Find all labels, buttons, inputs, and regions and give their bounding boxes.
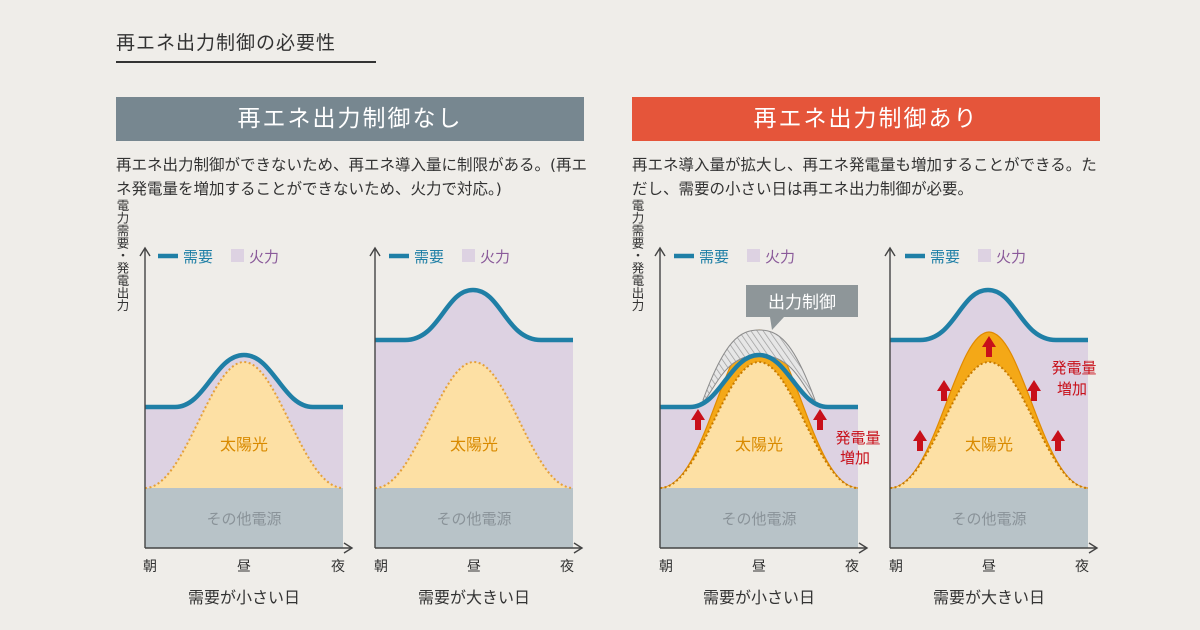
page-title: 再エネ出力制御の必要性 [116,32,337,54]
title-underline [116,61,376,63]
demand-curve [660,352,858,410]
banner-without-curtailment: 再エネ出力制御なし [116,97,584,141]
legend-thermal-label: 火力 [996,248,1026,266]
up-arrow-icon [813,409,827,430]
x-tick-morning: 朝 [374,559,388,575]
legend-thermal-label: 火力 [249,248,279,266]
solar-increase-outline [889,331,1089,489]
curtailment-callout-box [746,285,858,317]
y-axis-arrow [369,246,381,257]
y-axis-arrow [884,246,896,257]
increase-label-line2: 増加 [840,449,870,467]
other-sources-area [375,488,573,548]
x-tick-night: 夜 [331,559,345,575]
demand-curve [145,352,343,410]
solar-label: 太陽光 [450,435,498,454]
up-arrow-icon [1051,430,1065,451]
solar-area [145,362,343,488]
other-sources-area [145,488,343,548]
x-tick-noon: 昼 [467,559,481,575]
legend-thermal-swatch [747,249,760,262]
x-tick-morning: 朝 [143,559,157,575]
description-without-curtailment: 再エネ出力制御ができないため、再エネ導入量に制限がある。(再エネ発電量を増加する… [116,156,588,198]
x-tick-morning: 朝 [659,559,673,575]
curtailment-area [702,329,816,402]
x-tick-noon: 昼 [982,559,996,575]
increase-arrows [691,409,827,430]
chart-caption: 需要が大きい日 [418,588,530,607]
solar-outline [889,360,1089,489]
chart-2: 需要 火力 太陽光 その他電源 朝 昼 夜 需要が大きい日 [369,246,584,607]
solar-outline [144,360,344,489]
legend-demand-label: 需要 [414,248,444,266]
chart-4: 発電量 増加 需要 火力 太陽光 その他電源 朝 昼 夜 需要が大きい日 [884,246,1099,607]
legend-thermal-label: 火力 [480,248,510,266]
up-arrow-icon [1027,380,1041,401]
other-sources-area [660,488,858,548]
y-axis-arrow [139,246,151,257]
up-arrow-icon [937,380,951,401]
curtailment-callout-pointer [770,317,784,330]
chart-1: 需要 火力 太陽光 その他電源 朝 昼 夜 需要が小さい日 電力需要・発電出力 [115,199,354,607]
y-axis-label: 電力需要・発電出力 [115,199,130,312]
legend-demand-label: 需要 [699,248,729,266]
demand-curve [375,287,573,343]
increase-label-line2: 増加 [1057,380,1087,398]
solar-area [660,362,858,488]
increase-label-line1: 発電量 [1051,359,1096,377]
chart-caption: 需要が大きい日 [933,588,1045,607]
legend-demand-label: 需要 [183,248,213,266]
solar-outline [659,360,859,489]
other-sources-label: その他電源 [951,510,1026,528]
other-sources-label: その他電源 [436,510,511,528]
solar-label: 太陽光 [965,435,1013,454]
x-tick-noon: 昼 [237,559,251,575]
chart-caption: 需要が小さい日 [703,588,815,607]
up-arrow-icon [691,409,705,430]
other-sources-label: その他電源 [721,510,796,528]
other-sources-label: その他電源 [206,510,281,528]
x-tick-night: 夜 [560,559,574,575]
increase-label-line1: 発電量 [835,429,880,447]
other-sources-area [890,488,1088,548]
up-arrow-icon [913,430,927,451]
y-axis-label: 電力需要・発電出力 [630,199,645,312]
solar-area [375,362,573,488]
demand-curve [890,287,1088,343]
curtailment-label: 出力制御 [768,293,836,313]
chart-3: 出力制御 発電量 増加 需要 火力 太陽光 その他電源 朝 昼 夜 需要が小さい… [630,199,881,607]
x-tick-noon: 昼 [752,559,766,575]
up-arrow-icon [982,336,996,357]
legend-thermal-swatch [231,249,244,262]
solar-outline [374,360,574,489]
x-axis-arrow [573,542,584,554]
x-tick-night: 夜 [1075,559,1089,575]
legend-demand-label: 需要 [930,248,960,266]
chart-caption: 需要が小さい日 [188,588,300,607]
x-axis-arrow [858,542,869,554]
banner-with-curtailment: 再エネ出力制御あり [632,97,1100,141]
x-tick-morning: 朝 [889,559,903,575]
y-axis-arrow [654,246,666,257]
x-tick-night: 夜 [845,559,859,575]
x-axis-arrow [1088,542,1099,554]
legend-thermal-swatch [462,249,475,262]
description-with-curtailment: 再エネ導入量が拡大し、再エネ発電量も増加することができる。ただし、需要の小さい日… [632,156,1097,198]
x-axis-arrow [343,542,354,554]
solar-label: 太陽光 [220,435,268,454]
solar-label: 太陽光 [735,435,783,454]
increase-arrows [913,336,1065,451]
legend-thermal-label: 火力 [765,248,795,266]
legend-thermal-swatch [978,249,991,262]
solar-area [890,362,1088,488]
